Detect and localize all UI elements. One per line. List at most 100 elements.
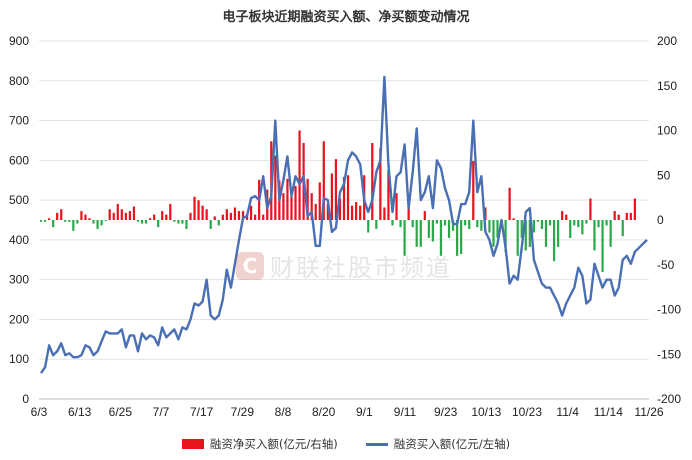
y-left-tick-label: 800 <box>9 74 29 88</box>
net-buy-bar <box>548 220 552 226</box>
net-buy-bar <box>294 185 297 220</box>
net-buy-bar <box>443 220 447 226</box>
y-right-tick-label: 50 <box>657 168 671 182</box>
net-buy-bar <box>100 220 103 226</box>
x-tick-label: 6/13 <box>68 405 92 419</box>
net-buy-bar <box>76 220 79 224</box>
watermark: C 财联社股市频道 <box>236 248 452 283</box>
net-buy-bar <box>617 214 620 220</box>
net-buy-bar <box>488 220 491 233</box>
net-buy-bar <box>520 220 523 238</box>
net-buy-bar <box>96 220 99 229</box>
net-buy-bar <box>197 200 200 220</box>
net-buy-bar <box>92 220 95 224</box>
net-buy-bar <box>136 220 140 222</box>
net-buy-bar <box>314 203 317 220</box>
y-left-tick-label: 100 <box>9 352 29 366</box>
net-buy-bar <box>359 205 362 220</box>
net-buy-bar <box>516 220 519 256</box>
net-buy-bar <box>411 220 414 228</box>
chart-legend: 融资净买入额(亿元/右轴) 融资买入额(亿元/左轴) <box>0 436 692 452</box>
net-buy-bar <box>140 220 144 224</box>
x-tick-label: 10/13 <box>471 405 501 419</box>
net-buy-bar <box>532 220 535 233</box>
net-buy-bar <box>181 220 184 224</box>
net-buy-bar <box>472 160 475 220</box>
net-buy-bar <box>68 220 71 222</box>
net-buy-bar <box>56 212 59 220</box>
net-buy-bar <box>431 220 434 242</box>
net-buy-bar <box>88 218 91 220</box>
net-buy-bar <box>290 196 293 220</box>
net-buy-bar <box>108 209 111 220</box>
net-buy-bar <box>161 211 164 220</box>
net-buy-bar <box>72 220 75 231</box>
net-buy-bar <box>237 211 241 220</box>
net-buy-bar <box>306 178 309 220</box>
net-buy-bar <box>528 220 531 247</box>
y-left-tick-label: 500 <box>9 193 29 207</box>
net-buy-bar <box>217 220 220 226</box>
watermark-text: 财联社股市频道 <box>270 254 452 282</box>
net-buy-bar <box>423 211 426 220</box>
x-tick-label: 11/14 <box>594 405 623 419</box>
net-buy-bar <box>177 220 180 224</box>
legend-swatch-line <box>365 442 388 446</box>
net-buy-bar <box>169 203 172 220</box>
net-buy-bar <box>241 211 245 220</box>
net-buy-bar <box>613 211 616 220</box>
net-buy-bar <box>116 203 119 220</box>
net-buy-bar <box>153 214 156 220</box>
net-buy-bar <box>367 220 370 233</box>
net-buy-bar <box>173 220 176 222</box>
net-buy-bar <box>225 209 228 220</box>
y-left-tick-label: 600 <box>9 153 29 167</box>
net-buy-bar <box>504 220 507 253</box>
x-tick-label: 8/20 <box>312 405 336 419</box>
net-buy-bar <box>124 212 127 220</box>
net-buy-bar <box>561 211 564 220</box>
net-buy-bar <box>274 155 277 220</box>
x-tick-label: 9/1 <box>356 405 373 419</box>
net-buy-bar <box>581 220 584 235</box>
net-buy-bar <box>60 209 63 220</box>
net-buy-bar <box>633 198 636 220</box>
net-buy-bar <box>144 220 148 224</box>
net-buy-bar <box>484 207 487 220</box>
y-right-tick-label: 150 <box>657 79 677 93</box>
net-buy-bar <box>435 220 439 224</box>
net-buy-bar <box>282 193 285 220</box>
y-left-tick-label: 700 <box>9 114 29 128</box>
x-tick-label: 9/11 <box>394 405 417 419</box>
net-buy-bar <box>189 212 192 220</box>
net-buy-bar <box>456 220 459 256</box>
net-buy-bar <box>205 209 208 220</box>
net-buy-bar <box>371 143 374 220</box>
net-buy-bar <box>233 207 237 220</box>
net-buy-bar <box>387 169 390 220</box>
net-buy-bar <box>399 220 402 228</box>
net-buy-bar <box>609 220 612 247</box>
net-buy-bar <box>120 209 123 220</box>
y-right-tick-label: -50 <box>657 258 675 272</box>
legend-item-buy: 融资买入额(亿元/左轴) <box>365 436 510 452</box>
net-buy-bar <box>419 220 422 247</box>
net-buy-bar <box>338 198 342 220</box>
x-tick-label: 11/26 <box>634 405 663 419</box>
x-tick-label: 7/7 <box>153 405 170 419</box>
y-right-tick-label: -100 <box>657 303 681 317</box>
x-tick-label: 6/25 <box>109 405 133 419</box>
chart-plot-area: 0100200300400500600700800900-200-150-100… <box>9 34 681 419</box>
net-buy-bar <box>201 205 204 220</box>
net-buy-bar <box>629 212 632 220</box>
net-buy-bar <box>496 220 499 238</box>
net-buy-bar <box>249 205 253 220</box>
chart-title: 电子板块近期融资买入额、净买额变动情况 <box>222 10 470 25</box>
net-buy-bar <box>229 212 232 220</box>
net-buy-bar <box>342 177 346 220</box>
net-buy-bar <box>165 214 168 220</box>
y-left-tick-label: 0 <box>22 392 29 406</box>
net-buy-bar <box>601 220 604 272</box>
net-buy-bar <box>415 220 418 247</box>
net-buy-bar <box>213 216 216 220</box>
